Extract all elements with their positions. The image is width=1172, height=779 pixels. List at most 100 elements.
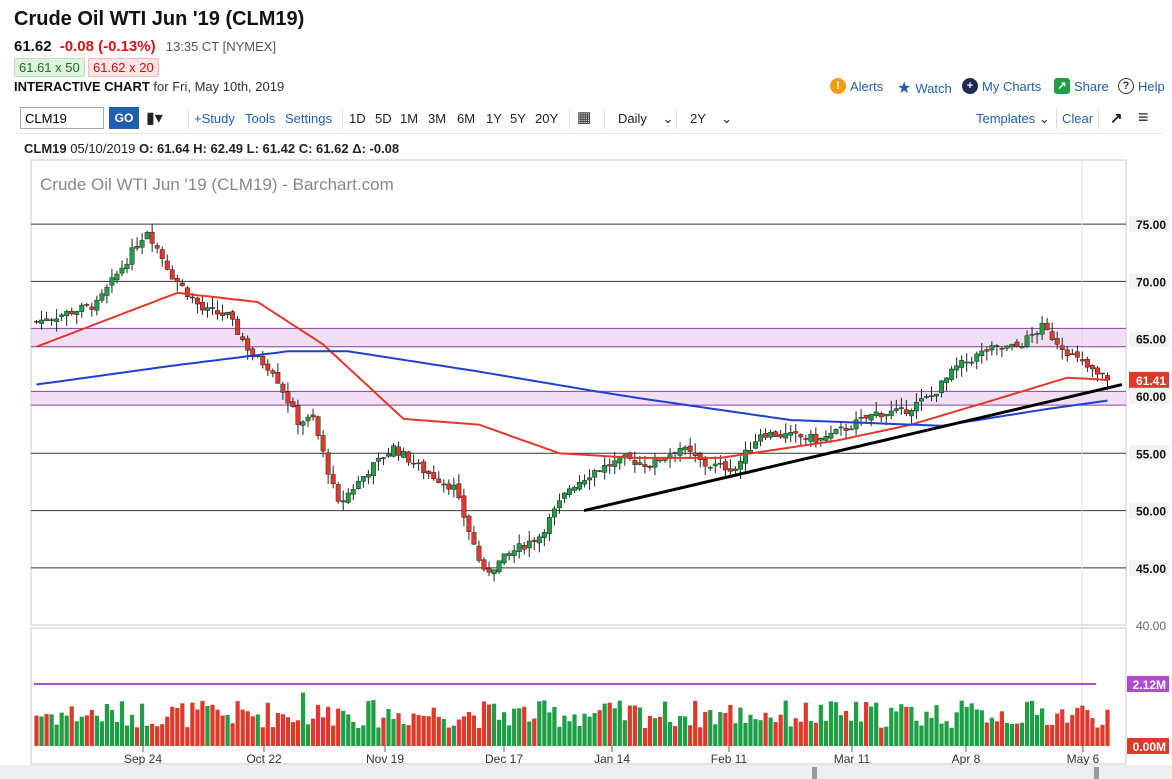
volume-bar xyxy=(899,704,904,746)
volume-bar xyxy=(315,704,321,746)
scroll-handle-right[interactable] xyxy=(1094,767,1099,779)
volume-bar xyxy=(632,705,637,746)
calendar-icon[interactable]: ▦ xyxy=(577,109,592,126)
candle-body xyxy=(431,472,437,479)
toolbar-divider xyxy=(1098,109,1099,129)
range-3m[interactable]: 3M xyxy=(428,111,447,126)
period-select[interactable]: Daily ⌄ xyxy=(618,111,673,127)
candle-body xyxy=(803,438,809,440)
candle-body xyxy=(959,359,965,368)
volume-bar xyxy=(1075,707,1080,746)
candle-body xyxy=(778,434,784,438)
volume-bar xyxy=(848,720,854,746)
candle-body xyxy=(732,468,738,471)
candle-body xyxy=(375,457,381,462)
volume-bar xyxy=(486,704,492,746)
y-tick-bg xyxy=(1129,617,1169,634)
volume-bar xyxy=(547,712,552,746)
candle-body xyxy=(873,411,879,416)
range-5y[interactable]: 5Y xyxy=(510,111,526,126)
x-tick-label: Feb 11 xyxy=(711,752,748,766)
volume-bar xyxy=(155,726,160,746)
candle-body xyxy=(1039,322,1045,335)
candle-body xyxy=(939,380,945,393)
candle-body xyxy=(154,245,160,249)
expand-icon[interactable]: ↗ xyxy=(1110,110,1123,127)
last-price: 61.62 xyxy=(14,38,52,55)
candle-body xyxy=(199,301,205,311)
candle-body xyxy=(572,487,577,491)
volume-bar xyxy=(451,725,456,746)
volume-bar xyxy=(859,721,864,746)
range-20y[interactable]: 20Y xyxy=(535,111,559,126)
help-link[interactable]: ? Help xyxy=(1118,78,1165,94)
candle-body xyxy=(546,517,552,534)
volume-bar xyxy=(1004,722,1010,746)
volume-bar xyxy=(979,710,984,746)
go-button[interactable]: GO xyxy=(109,107,139,129)
candle-body xyxy=(310,414,316,418)
candle-body xyxy=(355,480,361,489)
y-tick-label: 45.00 xyxy=(1136,562,1166,576)
candle-body xyxy=(783,433,789,439)
candle-body xyxy=(898,407,904,410)
symbol-input[interactable] xyxy=(20,107,104,129)
volume-bar xyxy=(843,710,849,746)
scroll-bar[interactable] xyxy=(0,765,1172,779)
range-1y[interactable]: 1Y xyxy=(486,111,502,126)
range-5d[interactable]: 5D xyxy=(375,111,392,126)
volume-bar xyxy=(562,715,567,746)
candle-body xyxy=(1034,333,1040,335)
volume-bar xyxy=(733,723,738,746)
candle-body xyxy=(567,488,572,495)
volume-bar xyxy=(109,710,115,746)
settings-button[interactable]: Settings xyxy=(285,111,332,126)
span-select[interactable]: 2Y ⌄ xyxy=(690,111,732,127)
candle-body xyxy=(672,452,678,454)
volume-bar xyxy=(426,716,431,746)
candle-body xyxy=(451,484,457,490)
scroll-handle-left[interactable] xyxy=(812,767,817,779)
study-button[interactable]: +Study xyxy=(194,111,235,126)
candle-body xyxy=(139,240,145,248)
x-tick-label: Sep 24 xyxy=(124,752,162,766)
candle-body xyxy=(1029,333,1035,336)
chevron-down-icon: ⌄ xyxy=(721,111,733,126)
ohlc-low: L: 61.42 xyxy=(246,141,296,156)
volume-bar xyxy=(537,701,542,746)
volume-bar xyxy=(1055,713,1060,746)
clear-button[interactable]: Clear xyxy=(1062,111,1094,126)
bid-badge: 61.61 x 50 xyxy=(14,58,85,77)
my-charts-link[interactable]: + My Charts xyxy=(962,78,1041,94)
trendline xyxy=(583,383,1123,513)
range-6m[interactable]: 6M xyxy=(457,111,476,126)
share-link[interactable]: ↗ Share xyxy=(1054,78,1109,94)
x-tick-label: Mar 11 xyxy=(834,752,871,766)
volume-bar xyxy=(64,715,69,746)
candle-body xyxy=(295,405,301,425)
volume-bar xyxy=(894,711,899,746)
range-1d[interactable]: 1D xyxy=(349,111,366,126)
volume-bar xyxy=(371,700,376,746)
watch-link[interactable]: ★ Watch xyxy=(897,78,952,98)
alerts-link[interactable]: ! Alerts xyxy=(830,78,883,94)
range-1m[interactable]: 1M xyxy=(400,111,419,126)
candle-body xyxy=(245,338,251,351)
candle-body xyxy=(551,508,557,518)
resistance-zone xyxy=(31,391,1126,406)
volume-bar xyxy=(743,723,748,746)
candle-body xyxy=(230,311,236,320)
candle-body xyxy=(592,470,598,478)
candle-type-icon[interactable]: ▮▾ xyxy=(146,110,163,127)
volume-bar xyxy=(34,715,39,746)
templates-button[interactable]: Templates ⌄ xyxy=(976,111,1050,127)
tools-button[interactable]: Tools xyxy=(245,111,276,126)
page-title: Crude Oil WTI Jun '19 (CLM19) xyxy=(14,8,305,30)
volume-bar xyxy=(773,722,778,746)
volume-bar xyxy=(255,714,260,746)
candle-body xyxy=(285,391,291,404)
candle-body xyxy=(562,492,567,499)
menu-icon[interactable]: ≡ xyxy=(1138,107,1149,127)
candle-body xyxy=(1019,346,1025,349)
